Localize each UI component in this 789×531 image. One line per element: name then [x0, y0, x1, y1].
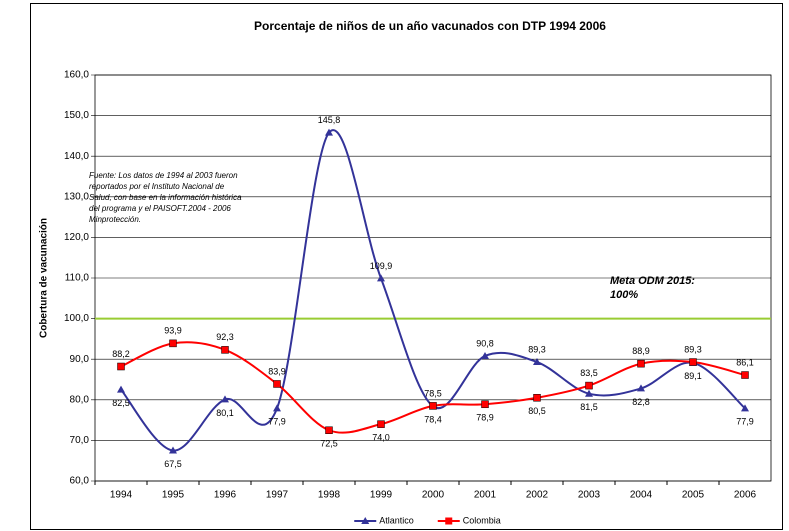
legend-marker	[445, 517, 453, 525]
x-tick-label: 1999	[370, 490, 393, 501]
target-label: 100%	[610, 289, 638, 301]
marker	[377, 274, 385, 282]
x-tick-label: 1995	[162, 490, 185, 501]
data-label: 80,5	[528, 406, 546, 416]
chart-title: Porcentaje de niños de un año vacunados …	[254, 19, 606, 33]
x-tick-label: 2000	[422, 490, 445, 501]
source-note: reportados por el Instituto Nacional de	[89, 182, 225, 191]
source-note: del programa y el PAISOFT.2004 - 2006	[89, 204, 231, 213]
marker	[741, 404, 749, 412]
y-tick-label: 160,0	[64, 70, 89, 81]
target-label: Meta ODM 2015:	[610, 275, 695, 287]
data-label: 89,3	[528, 344, 546, 354]
legend-marker	[361, 517, 370, 524]
marker	[273, 380, 281, 388]
marker	[481, 351, 489, 359]
data-label: 81,5	[580, 402, 598, 412]
marker	[533, 358, 541, 366]
data-label: 109,9	[370, 261, 393, 271]
legend-label: Atlantico	[379, 515, 414, 525]
marker	[585, 389, 593, 397]
data-label: 78,4	[424, 415, 442, 425]
marker	[637, 384, 645, 392]
marker	[689, 358, 697, 366]
y-tick-label: 150,0	[64, 110, 89, 121]
source-note: Salud, con base en la información histór…	[89, 193, 242, 202]
y-tick-label: 110,0	[65, 273, 90, 284]
x-tick-label: 1998	[318, 490, 341, 501]
marker	[325, 128, 333, 136]
marker	[169, 339, 177, 348]
data-label: 82,8	[632, 397, 650, 407]
y-tick-label: 90,0	[70, 354, 90, 365]
legend-label: Colombia	[463, 515, 501, 525]
x-tick-label: 1997	[266, 490, 289, 501]
marker	[585, 381, 593, 390]
marker	[637, 359, 645, 368]
data-label: 83,9	[268, 366, 286, 376]
data-label: 77,9	[736, 417, 754, 427]
x-tick-label: 2001	[474, 490, 497, 501]
data-label: 77,9	[268, 417, 286, 427]
data-label: 78,5	[424, 388, 442, 398]
marker	[429, 402, 437, 410]
marker	[221, 395, 229, 403]
data-label: 93,9	[164, 326, 182, 336]
y-tick-label: 100,0	[64, 313, 89, 324]
x-tick-label: 2005	[682, 490, 705, 501]
x-tick-label: 1996	[214, 490, 237, 501]
marker	[325, 426, 333, 434]
y-tick-label: 140,0	[64, 151, 89, 162]
x-tick-label: 2004	[630, 490, 653, 501]
y-axis-label: Cobertura de vacunación	[39, 218, 50, 338]
y-tick-label: 130,0	[64, 191, 89, 202]
marker	[273, 404, 281, 412]
marker	[741, 371, 749, 379]
source-note: Minprotección.	[89, 215, 141, 224]
data-label: 82,5	[112, 398, 130, 408]
marker	[117, 362, 125, 371]
x-tick-label: 2006	[734, 490, 757, 501]
data-label: 88,2	[112, 349, 130, 359]
data-label: 72,5	[320, 439, 338, 449]
data-label: 92,3	[216, 332, 234, 342]
marker	[481, 400, 489, 409]
marker	[117, 385, 125, 393]
data-label: 74,0	[372, 433, 390, 443]
marker	[221, 346, 229, 354]
y-tick-label: 70,0	[70, 435, 90, 446]
data-label: 67,5	[164, 459, 182, 469]
data-label: 78,9	[476, 413, 494, 423]
data-label: 145,8	[318, 115, 341, 125]
marker	[533, 394, 541, 402]
data-label: 83,5	[580, 368, 598, 378]
data-label: 88,9	[632, 346, 650, 356]
y-tick-label: 60,0	[70, 476, 90, 487]
x-tick-label: 1994	[110, 490, 133, 501]
source-note: Fuente: Los datos de 1994 al 2003 fueron	[89, 171, 238, 180]
data-label: 89,3	[684, 344, 702, 354]
data-label: 86,1	[736, 357, 754, 367]
marker	[169, 446, 177, 454]
x-tick-label: 2002	[526, 490, 549, 501]
data-label: 80,1	[216, 408, 234, 418]
y-tick-label: 80,0	[70, 394, 90, 405]
y-tick-label: 120,0	[64, 232, 89, 243]
data-label: 89,1	[684, 371, 702, 381]
x-tick-label: 2003	[578, 490, 601, 501]
data-label: 90,8	[476, 338, 494, 348]
marker	[377, 420, 385, 428]
